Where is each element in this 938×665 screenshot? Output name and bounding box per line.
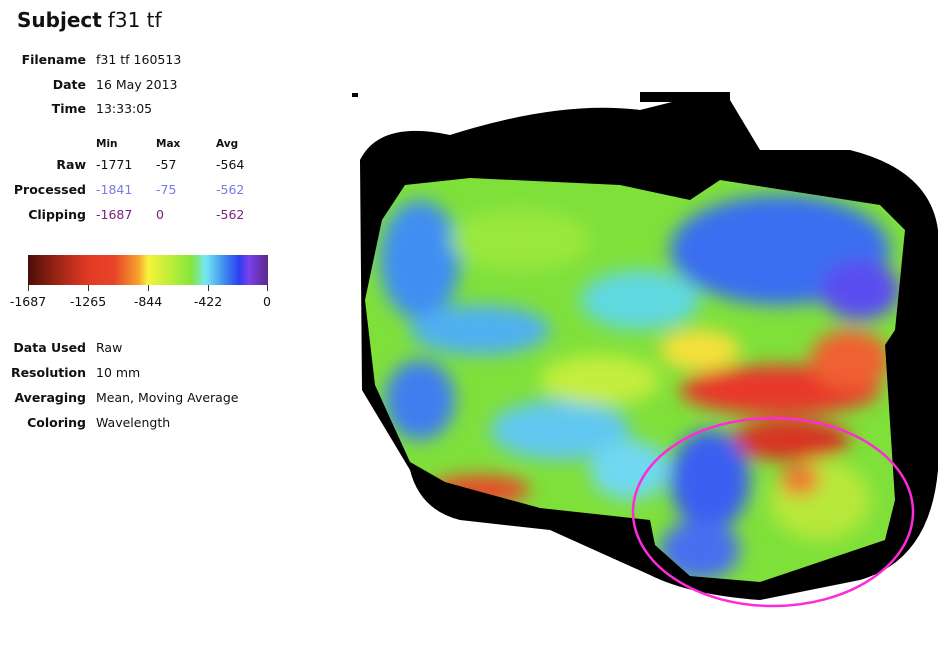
tick-mark: [88, 285, 89, 291]
color-scale-bar: [28, 255, 268, 285]
header-max: Max: [156, 138, 181, 150]
resolution-label: Resolution: [10, 365, 86, 380]
tick-mark: [267, 285, 268, 291]
header-min: Min: [96, 138, 118, 150]
subject-title: Subject f31 tf: [17, 8, 162, 32]
time-label: Time: [51, 101, 86, 116]
processed-label: Processed: [13, 182, 86, 197]
processed-min: -1841: [96, 182, 133, 197]
annotation-ellipse: [631, 416, 915, 608]
clipping-label: Clipping: [28, 207, 86, 222]
subject-label: Subject: [17, 8, 102, 32]
averaging-label: Averaging: [14, 390, 86, 405]
filename-value: f31 tf 160513: [96, 52, 182, 67]
tick-label: -422: [193, 294, 223, 309]
time-value: 13:33:05: [96, 101, 153, 116]
subject-value: f31 tf: [107, 8, 162, 32]
tick-mark: [208, 285, 209, 291]
artifact: [352, 93, 358, 97]
filename-label: Filename: [21, 52, 86, 67]
tick-label: -1265: [69, 294, 107, 309]
date-label: Date: [52, 77, 86, 92]
tick-mark: [28, 285, 29, 291]
raw-max: -57: [156, 157, 177, 172]
clipping-min: -1687: [96, 207, 133, 222]
averaging-value: Mean, Moving Average: [96, 390, 239, 405]
date-value: 16 May 2013: [96, 77, 178, 92]
data-used-value: Raw: [96, 340, 123, 355]
resolution-value: 10 mm: [96, 365, 141, 380]
tick-mark: [148, 285, 149, 291]
raw-avg: -564: [216, 157, 245, 172]
processed-avg: -562: [216, 182, 245, 197]
heatmap-surface: [365, 178, 905, 582]
coloring-value: Wavelength: [96, 415, 171, 430]
header-avg: Avg: [216, 138, 239, 150]
tick-label: -1687: [9, 294, 47, 309]
artifact: [640, 92, 730, 102]
processed-max: -75: [156, 182, 177, 197]
clipping-avg: -562: [216, 207, 245, 222]
tick-label: 0: [263, 294, 271, 309]
tick-label: -844: [133, 294, 163, 309]
raw-label: Raw: [56, 157, 86, 172]
data-used-label: Data Used: [13, 340, 86, 355]
raw-min: -1771: [96, 157, 133, 172]
coloring-label: Coloring: [27, 415, 86, 430]
clipping-max: 0: [156, 207, 164, 222]
